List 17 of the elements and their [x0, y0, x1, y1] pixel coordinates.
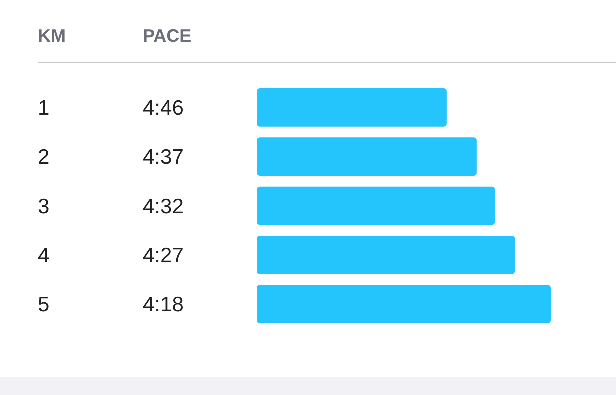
y-tick-label: 1 [38, 96, 50, 120]
x-axis-title: PACE [143, 26, 192, 46]
bar [257, 236, 516, 274]
bar [257, 138, 477, 176]
text: 4:37 [143, 146, 184, 170]
text: 4:27 [143, 244, 184, 268]
bar [257, 186, 496, 226]
bar [257, 88, 447, 127]
y-tick-label: 2 [38, 146, 50, 170]
y-tick-label: 4 [38, 244, 50, 268]
text: 4:32 [143, 195, 184, 218]
y-axis-title: KM [38, 26, 66, 46]
y-tick-label: 3 [38, 195, 50, 218]
text: 4:46 [143, 96, 184, 120]
y-tick-label: 5 [38, 294, 50, 317]
bar [257, 285, 551, 324]
text: 4:18 [143, 294, 184, 317]
